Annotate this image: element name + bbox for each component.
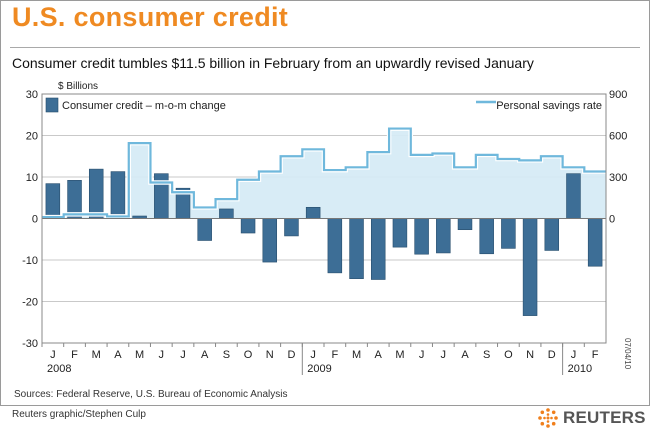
y-tick-label: 10 — [26, 172, 38, 184]
credit-bar — [110, 171, 126, 219]
credit-bar — [436, 218, 451, 254]
y-tick-label: 30 — [26, 89, 38, 101]
credit-bar — [392, 218, 408, 248]
reuters-dots-icon — [538, 408, 558, 428]
credit-bar — [544, 218, 560, 251]
credit-bar — [88, 168, 104, 219]
credit-bar — [501, 218, 516, 249]
month-label: J — [310, 349, 316, 361]
y-tick-label: -20 — [22, 297, 38, 309]
credit-bar — [284, 218, 299, 237]
y2-tick-label: 600 — [609, 131, 627, 143]
month-label: M — [352, 349, 361, 361]
month-label: A — [201, 349, 209, 361]
credit-bar — [479, 218, 494, 255]
month-label: J — [571, 349, 577, 361]
credit-bar — [262, 218, 278, 263]
title-divider — [10, 47, 640, 48]
y-tick-label: -10 — [22, 255, 38, 267]
credit-bar — [566, 173, 581, 219]
credit-bar — [414, 218, 429, 255]
page-title: U.S. consumer credit — [12, 2, 289, 32]
year-label: 2008 — [47, 363, 71, 375]
month-label: J — [159, 349, 165, 361]
month-label: M — [395, 349, 404, 361]
y-tick-label: 20 — [26, 131, 38, 143]
credit-bar — [219, 208, 234, 219]
source-note: Sources: Federal Reserve, U.S. Bureau of… — [14, 389, 288, 400]
credit-bar — [457, 218, 473, 231]
credit-bar — [370, 218, 386, 280]
month-label: F — [71, 349, 78, 361]
legend-savings-label: Personal savings rate — [496, 100, 602, 112]
credit-bar — [587, 218, 603, 267]
month-label: S — [483, 349, 490, 361]
credit-bar — [349, 218, 364, 279]
credit-bar — [522, 218, 538, 316]
month-label: S — [223, 349, 230, 361]
credit-bar — [45, 183, 61, 219]
month-label: A — [461, 349, 469, 361]
savings-rate-line — [42, 127, 606, 219]
month-label: O — [504, 349, 513, 361]
graphic-credit: Reuters graphic/Stephen Culp — [12, 409, 146, 420]
credit-bar — [305, 206, 321, 219]
month-label: J — [419, 349, 425, 361]
month-label: M — [92, 349, 101, 361]
credit-bar — [197, 218, 212, 241]
month-label: D — [287, 349, 295, 361]
y2-tick-label: 300 — [609, 172, 627, 184]
month-label: N — [526, 349, 534, 361]
reuters-logo-text: REUTERS — [563, 408, 646, 427]
month-label: J — [180, 349, 186, 361]
month-label: A — [375, 349, 383, 361]
month-label: A — [114, 349, 122, 361]
credit-bar — [240, 218, 256, 234]
month-label: O — [244, 349, 253, 361]
y-tick-label: 0 — [32, 214, 38, 226]
month-label: D — [548, 349, 556, 361]
credit-bar — [327, 218, 343, 274]
month-label: F — [592, 349, 599, 361]
chart-subtitle: Consumer credit tumbles $11.5 billion in… — [12, 55, 534, 71]
month-label: N — [266, 349, 274, 361]
y-tick-label: -30 — [22, 338, 38, 350]
y-axis-unit-label: $ Billions — [58, 81, 98, 92]
legend-bar-label: Consumer credit – m-o-m change — [62, 100, 226, 112]
month-label: J — [441, 349, 447, 361]
year-label: 2010 — [568, 363, 592, 375]
y2-tick-label: 900 — [609, 89, 627, 101]
reuters-logo: REUTERS — [537, 406, 646, 430]
month-label: M — [135, 349, 144, 361]
legend-bar-swatch — [45, 97, 59, 113]
date-stamp: 07/04/10 — [623, 338, 632, 370]
month-label: F — [331, 349, 338, 361]
y2-tick-label: 0 — [609, 214, 615, 226]
month-label: J — [50, 349, 56, 361]
year-label: 2009 — [307, 363, 331, 375]
